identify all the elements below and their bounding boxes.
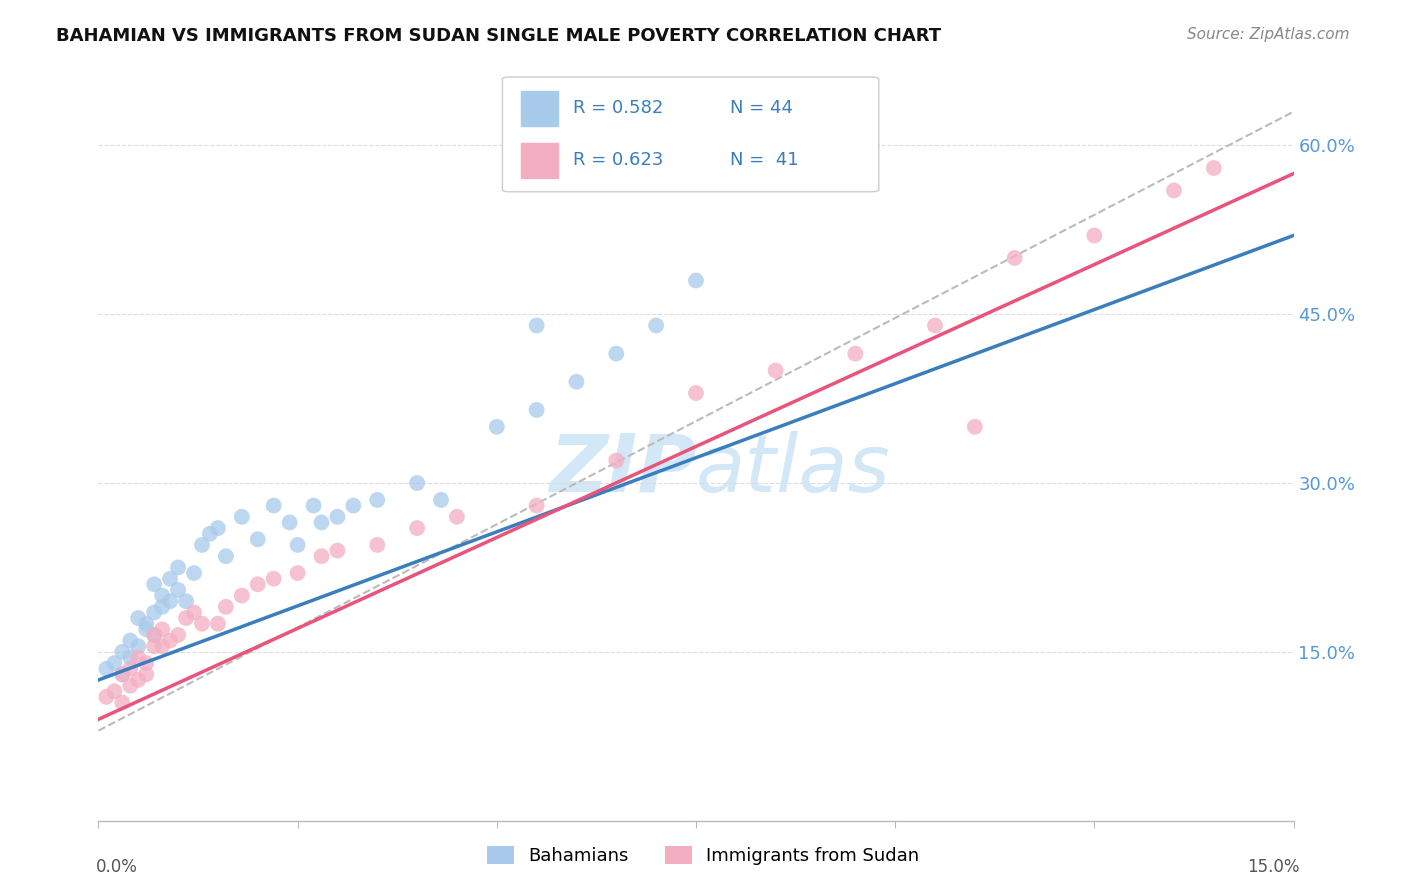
Point <box>167 582 190 597</box>
Point <box>159 594 181 608</box>
Point <box>135 667 157 681</box>
Point <box>120 650 142 665</box>
Point <box>287 566 309 580</box>
Point <box>111 667 134 681</box>
Point <box>366 538 388 552</box>
Point <box>406 521 429 535</box>
Point <box>150 623 173 637</box>
Point <box>183 566 205 580</box>
Point <box>645 318 668 333</box>
FancyBboxPatch shape <box>502 77 879 192</box>
Point <box>127 611 149 625</box>
Point <box>150 589 173 603</box>
Point <box>174 594 197 608</box>
Text: atlas: atlas <box>696 431 891 508</box>
Text: N = 44: N = 44 <box>730 99 793 117</box>
Point <box>924 318 946 333</box>
Legend: Bahamians, Immigrants from Sudan: Bahamians, Immigrants from Sudan <box>478 837 928 874</box>
Point <box>263 499 285 513</box>
Point <box>263 572 285 586</box>
Bar <box>522 143 558 178</box>
Bar <box>522 91 558 126</box>
Point <box>231 589 253 603</box>
Point <box>143 628 166 642</box>
Point <box>159 572 181 586</box>
Text: R = 0.582: R = 0.582 <box>574 99 664 117</box>
Point <box>191 538 214 552</box>
Text: R = 0.623: R = 0.623 <box>574 152 664 169</box>
Point <box>96 690 118 704</box>
Point <box>287 538 309 552</box>
Text: ZIP: ZIP <box>548 431 696 508</box>
Point <box>1163 184 1185 198</box>
Point <box>215 599 238 614</box>
Point <box>143 639 166 653</box>
Point <box>120 633 142 648</box>
Point <box>685 386 707 401</box>
Point <box>302 499 325 513</box>
Text: N =  41: N = 41 <box>730 152 799 169</box>
Point <box>685 273 707 287</box>
Point <box>135 616 157 631</box>
Point <box>430 492 453 507</box>
Point <box>167 628 190 642</box>
Point <box>174 611 197 625</box>
Point <box>127 673 149 687</box>
Point <box>159 633 181 648</box>
Point <box>103 656 125 670</box>
Point <box>1004 251 1026 265</box>
Point <box>103 684 125 698</box>
Text: Source: ZipAtlas.com: Source: ZipAtlas.com <box>1187 27 1350 42</box>
Point <box>143 606 166 620</box>
Point <box>215 549 238 564</box>
Point <box>207 521 229 535</box>
Point <box>127 650 149 665</box>
Point <box>326 509 349 524</box>
Text: 0.0%: 0.0% <box>96 858 138 876</box>
Point <box>406 476 429 491</box>
Point <box>191 616 214 631</box>
Text: BAHAMIAN VS IMMIGRANTS FROM SUDAN SINGLE MALE POVERTY CORRELATION CHART: BAHAMIAN VS IMMIGRANTS FROM SUDAN SINGLE… <box>56 27 942 45</box>
Point <box>246 533 269 547</box>
Point <box>143 628 166 642</box>
Point <box>135 656 157 670</box>
Point <box>120 662 142 676</box>
Point <box>526 403 548 417</box>
Point <box>844 346 866 360</box>
Point <box>135 623 157 637</box>
Point <box>765 363 787 377</box>
Point <box>1202 161 1225 175</box>
Point <box>485 419 508 434</box>
Point <box>311 516 333 530</box>
Point <box>326 543 349 558</box>
Point <box>366 492 388 507</box>
Text: 15.0%: 15.0% <box>1247 858 1299 876</box>
Point <box>120 679 142 693</box>
Point <box>1083 228 1105 243</box>
Point <box>127 639 149 653</box>
Point <box>963 419 986 434</box>
Point <box>605 346 627 360</box>
Point <box>96 662 118 676</box>
Point <box>526 499 548 513</box>
Point <box>565 375 588 389</box>
Point <box>150 639 173 653</box>
Point <box>278 516 301 530</box>
Point <box>526 318 548 333</box>
Point <box>231 509 253 524</box>
Point <box>342 499 364 513</box>
Point <box>167 560 190 574</box>
Point <box>111 667 134 681</box>
Point <box>111 696 134 710</box>
Point <box>446 509 468 524</box>
Point <box>143 577 166 591</box>
Point <box>207 616 229 631</box>
Point <box>311 549 333 564</box>
Point <box>150 599 173 614</box>
Point <box>111 645 134 659</box>
Point <box>605 453 627 467</box>
Point <box>183 606 205 620</box>
Point <box>246 577 269 591</box>
Point <box>198 526 221 541</box>
